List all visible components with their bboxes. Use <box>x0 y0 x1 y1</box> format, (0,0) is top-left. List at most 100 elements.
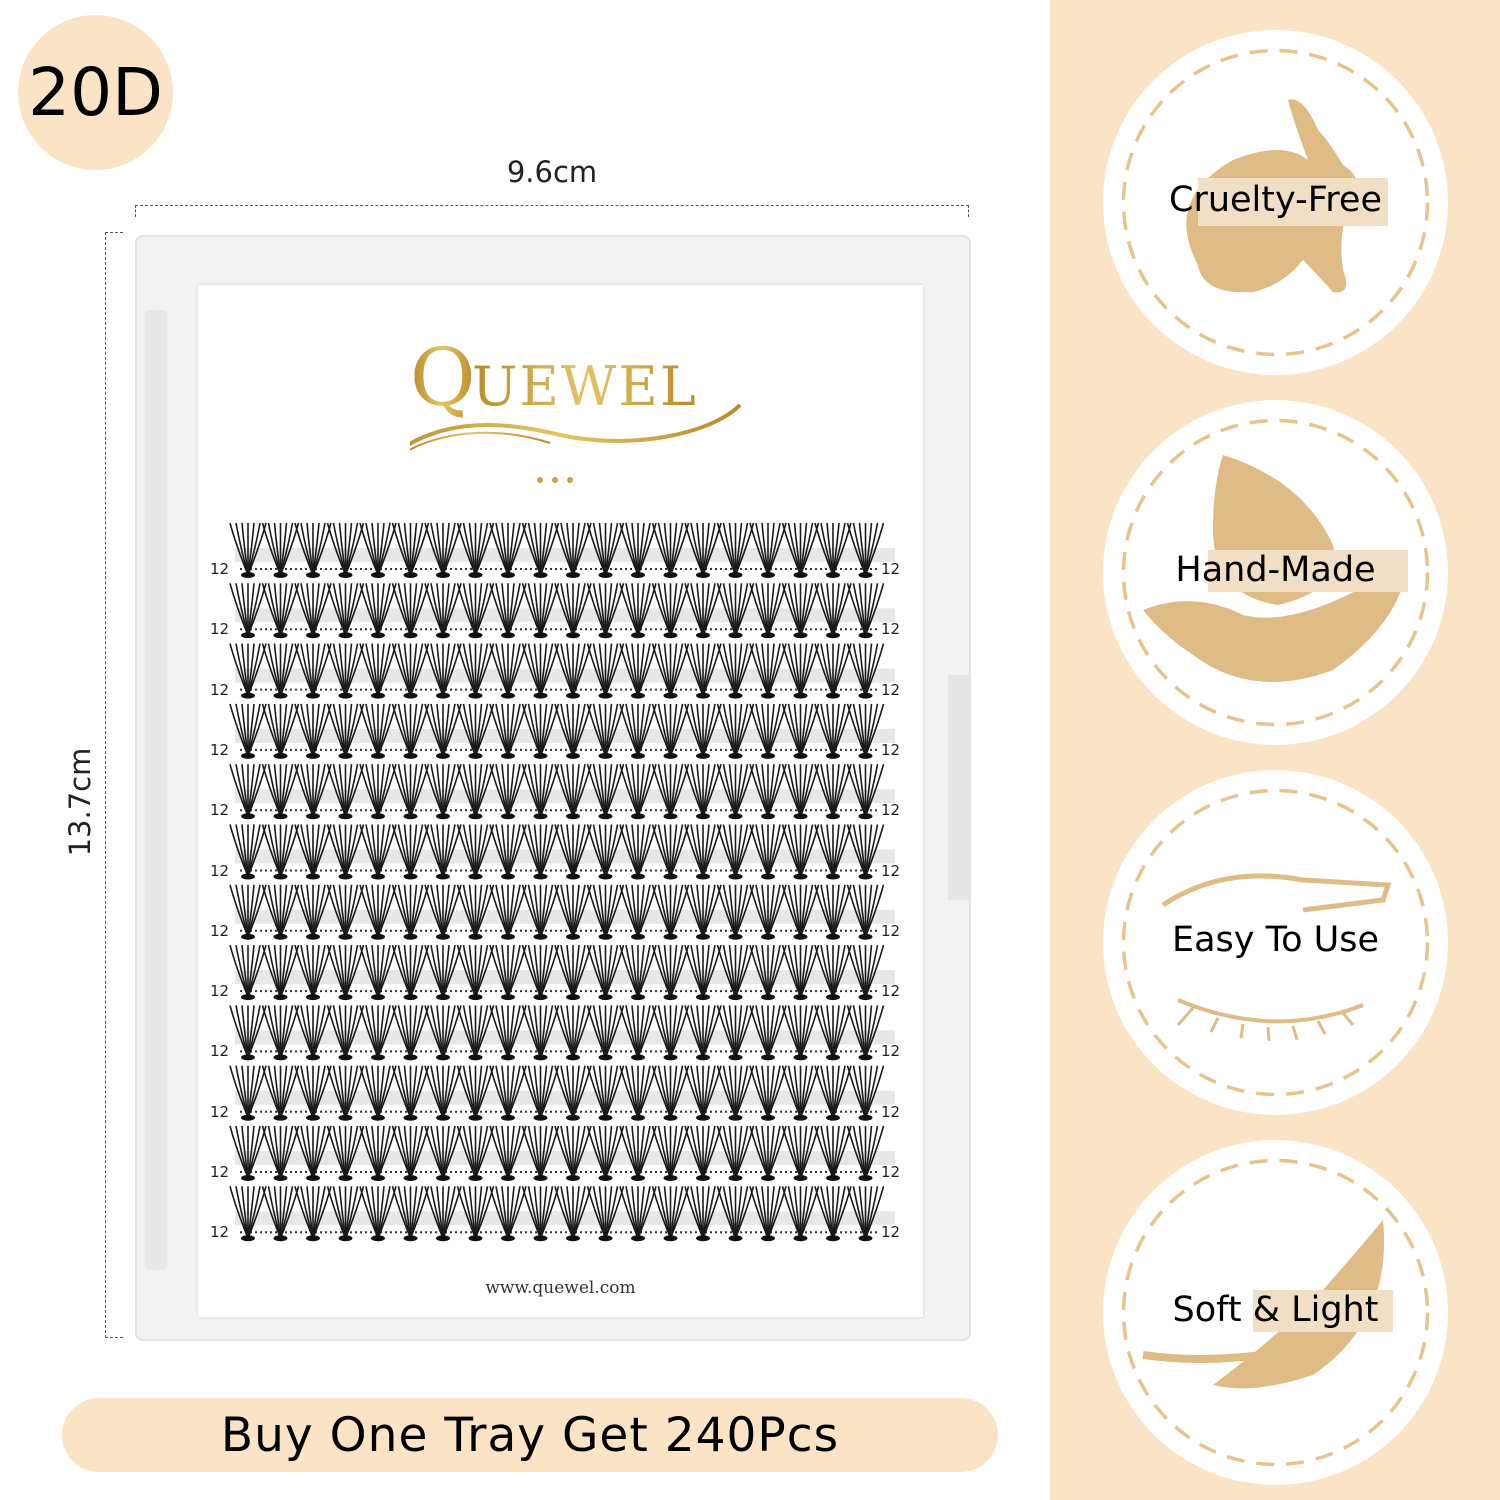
lash-cluster <box>651 884 690 940</box>
lash-cluster <box>261 583 300 639</box>
lash-cluster <box>359 1125 397 1181</box>
lash-cluster <box>554 944 592 1001</box>
lash-cluster <box>424 643 462 699</box>
lash-cluster <box>684 643 722 699</box>
lash-cluster <box>326 824 365 880</box>
lash-cluster <box>684 884 722 940</box>
lash-cluster <box>359 583 397 639</box>
lash-cluster <box>684 1005 722 1061</box>
lash-cluster <box>424 944 462 1001</box>
width-dimension-line <box>135 205 969 217</box>
lash-cluster <box>846 522 885 578</box>
lash-cluster <box>716 944 755 1001</box>
lash-cluster <box>814 884 852 940</box>
row-label-left: 12 <box>210 560 230 578</box>
lash-cluster <box>326 643 365 699</box>
lash-cluster <box>456 824 495 880</box>
row-label-right: 12 <box>881 861 901 880</box>
lash-cluster <box>521 643 560 699</box>
row-label-left: 12 <box>210 1163 230 1181</box>
lash-cluster <box>489 824 527 880</box>
lash-cluster <box>749 824 787 880</box>
lash-cluster <box>489 1125 527 1181</box>
tray-notch <box>948 675 970 900</box>
lash-cluster <box>229 583 267 639</box>
lash-cluster <box>391 703 430 759</box>
lash-cluster <box>619 643 657 699</box>
lash-cluster <box>359 763 397 820</box>
lash-cluster <box>586 1125 625 1181</box>
brand-url: www.quewel.com <box>485 1278 636 1298</box>
lash-cluster <box>749 1065 787 1121</box>
lash-cluster <box>456 703 495 759</box>
lash-cluster <box>456 763 495 820</box>
lash-cluster <box>521 1065 560 1121</box>
lash-cluster <box>294 884 332 940</box>
lash-cluster <box>619 884 657 940</box>
lash-cluster <box>229 1065 267 1121</box>
lash-cluster <box>359 824 397 880</box>
eye-tweezers-icon <box>1121 788 1430 1097</box>
lash-cluster <box>456 1125 495 1181</box>
lash-cluster <box>619 1065 657 1121</box>
lash-cluster <box>814 944 852 1001</box>
lash-cluster <box>294 643 332 699</box>
lash-cluster <box>684 703 722 759</box>
lash-cluster <box>391 522 430 578</box>
lash-cluster <box>261 824 300 880</box>
lash-cluster <box>294 1005 332 1061</box>
lash-cluster <box>229 522 267 578</box>
lash-cluster <box>359 884 397 940</box>
row-label-left: 12 <box>210 1102 230 1121</box>
lash-cluster <box>391 944 430 1001</box>
lash-cluster <box>489 884 527 940</box>
row-label-right: 12 <box>881 801 901 820</box>
lash-cluster <box>619 522 657 578</box>
lash-cluster <box>814 1065 852 1121</box>
lash-cluster <box>261 884 300 940</box>
lash-cluster <box>651 763 690 820</box>
lash-cluster <box>586 763 625 820</box>
lash-cluster <box>846 944 885 1001</box>
lash-cluster <box>521 703 560 759</box>
lash-row <box>229 1186 895 1242</box>
lash-cluster <box>456 643 495 699</box>
lash-cluster <box>229 1125 267 1181</box>
lash-cluster <box>586 824 625 880</box>
lash-cluster <box>456 583 495 639</box>
lash-cluster <box>781 703 820 759</box>
lash-cluster <box>814 1005 852 1061</box>
lash-cluster <box>586 643 625 699</box>
lash-cluster <box>229 1186 267 1242</box>
lash-cluster <box>554 1065 592 1121</box>
lash-cluster <box>781 884 820 940</box>
lash-cluster <box>229 763 267 820</box>
lash-cluster <box>716 1065 755 1121</box>
row-label-left: 12 <box>210 620 230 639</box>
lash-cluster <box>814 583 852 639</box>
lash-cluster <box>261 703 300 759</box>
lash-cluster <box>749 703 787 759</box>
lash-cluster <box>261 1005 300 1061</box>
lash-cluster <box>684 824 722 880</box>
lash-cluster <box>814 824 852 880</box>
lash-cluster <box>846 884 885 940</box>
row-label-left: 12 <box>210 921 230 940</box>
lash-cluster <box>586 1065 625 1121</box>
lash-cluster <box>651 1065 690 1121</box>
lash-cluster <box>294 1125 332 1181</box>
lash-cluster <box>489 522 527 578</box>
width-dimension: 9.6cm <box>506 155 598 189</box>
row-label-right: 12 <box>881 1102 901 1121</box>
lash-cluster <box>456 1065 495 1121</box>
lash-cluster <box>359 643 397 699</box>
lash-cluster <box>846 763 885 820</box>
lash-cluster <box>846 703 885 759</box>
lash-cluster <box>716 522 755 578</box>
lash-cluster <box>521 884 560 940</box>
offer-banner: Buy One Tray Get 240Pcs <box>62 1398 998 1472</box>
lash-cluster <box>716 1125 755 1181</box>
lash-row <box>229 522 895 578</box>
lash-cluster <box>424 1065 462 1121</box>
